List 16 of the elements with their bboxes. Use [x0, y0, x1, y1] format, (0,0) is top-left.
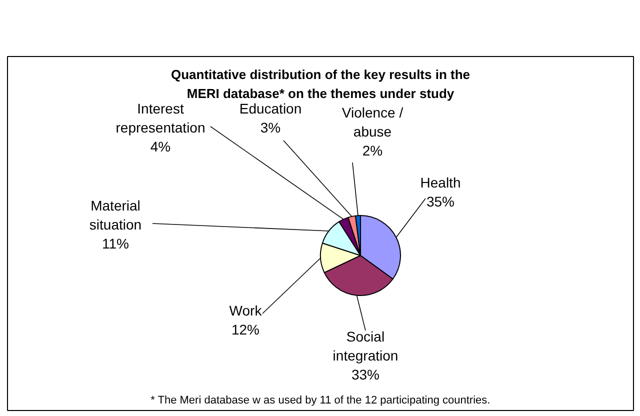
- data-label: 2%: [362, 142, 383, 158]
- slice-label: Work: [229, 302, 263, 318]
- slice-label: Education: [239, 100, 302, 116]
- data-label: 35%: [426, 194, 455, 210]
- chart-title: Quantitative distribution of the key results in the MERI database* on the themes under study: [170, 67, 470, 101]
- data-label: 3%: [260, 120, 281, 136]
- data-label: 12%: [231, 322, 260, 338]
- slice-label: Interest representation: [116, 100, 206, 136]
- data-label: 33%: [351, 366, 380, 382]
- data-label: 4%: [150, 138, 171, 154]
- text: * The Meri database w as used by 11 of the 12 participating countries.: [150, 394, 490, 406]
- slice-label: Social integration: [332, 328, 398, 364]
- slice-label: Material situation: [89, 198, 142, 232]
- slice-label: Health: [420, 174, 461, 190]
- data-label: 11%: [102, 236, 129, 252]
- slice-label: Violence / abuse: [342, 104, 404, 140]
